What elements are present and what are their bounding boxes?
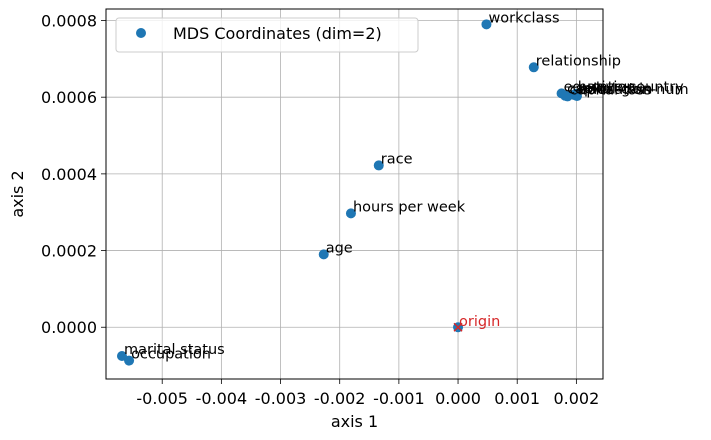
data-point <box>116 350 127 361</box>
y-axis-title: axis 2 <box>8 170 27 217</box>
data-point <box>124 355 135 366</box>
point-label: sex <box>576 81 601 97</box>
y-tick-label: 0.0006 <box>41 88 97 107</box>
point-label: occupation <box>131 347 211 363</box>
point-label: education <box>564 79 636 95</box>
y-tick-label: 0.0004 <box>41 165 97 184</box>
x-tick-label: -0.001 <box>373 389 425 408</box>
origin-marker-stroke <box>453 322 463 332</box>
x-tick-label: -0.005 <box>136 389 188 408</box>
grid <box>106 9 603 379</box>
axis-ticks: -0.005 -0.004 -0.003 -0.002 -0.001 0.000 0.001… <box>41 12 599 408</box>
data-points <box>116 19 582 366</box>
data-point <box>481 19 492 30</box>
data-point <box>318 249 329 260</box>
legend-box <box>115 17 419 53</box>
point-label: age <box>326 240 353 256</box>
y-tick-label: 0.0000 <box>41 318 97 337</box>
origin-label: origin <box>459 314 500 330</box>
point-label: relationship <box>536 53 621 69</box>
y-tick-label: 0.0002 <box>41 242 97 261</box>
x-tick-label: 0.001 <box>494 389 540 408</box>
point-label: marital status <box>124 342 225 358</box>
data-point <box>345 208 356 219</box>
x-tick-label: 0.000 <box>435 389 481 408</box>
plot-area-frame <box>105 8 604 380</box>
point-labels: workclass relationship educationcapital-ga… <box>124 10 689 362</box>
y-tick-label: 0.0008 <box>41 12 97 31</box>
x-axis-title: axis 1 <box>331 412 378 431</box>
legend-marker <box>136 28 146 38</box>
point-label: capital-loss <box>570 82 652 98</box>
data-point <box>528 62 539 73</box>
point-label: race <box>381 151 413 167</box>
x-tick-label: -0.002 <box>314 389 366 408</box>
point-label: workclass <box>488 10 559 26</box>
legend-entry-label: MDS Coordinates (dim=2) <box>173 24 382 43</box>
x-tick-label: 0.002 <box>553 389 599 408</box>
x-tick-label: -0.003 <box>255 389 307 408</box>
x-tick-label: -0.004 <box>196 389 248 408</box>
data-point <box>373 160 384 171</box>
point-label: capital-gain <box>567 82 652 98</box>
point-label: education-num <box>579 82 689 98</box>
data-point <box>571 91 582 102</box>
legend: MDS Coordinates (dim=2) <box>115 17 419 53</box>
point-label: native-country <box>578 80 684 96</box>
point-label: hours per week <box>353 199 466 215</box>
